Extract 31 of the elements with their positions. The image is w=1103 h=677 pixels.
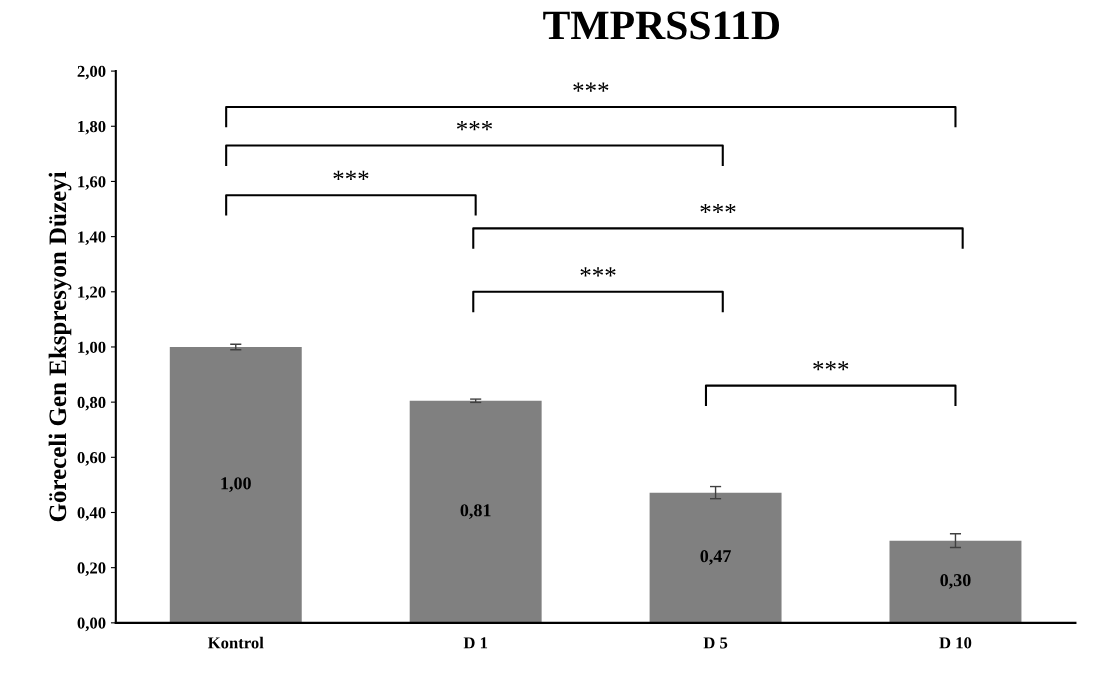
- data-label: 1,00: [221, 477, 251, 493]
- annotation: ***: [456, 121, 493, 131]
- y-tick-label: 0,80: [77, 396, 106, 411]
- x-tick-label: D 5: [703, 637, 728, 649]
- bar: [649, 492, 782, 623]
- y-tick-label: 1,00: [78, 341, 106, 356]
- y-axis-title: Göreceli Gen Ekspresyon Düzeyi: [48, 171, 72, 522]
- y-tick-label: 0,40: [77, 507, 106, 521]
- data-label: 0,81: [460, 504, 491, 519]
- y-tick-label: 1,40: [78, 231, 106, 245]
- data-label: 0,47: [700, 550, 731, 565]
- y-tick-label: 2,00: [77, 65, 106, 80]
- annotation: ***: [580, 267, 616, 277]
- x-tick-label: D 1: [463, 637, 488, 649]
- bar: [169, 346, 302, 623]
- annotation: ***: [813, 361, 849, 371]
- y-tick-label: 1,60: [78, 176, 106, 190]
- annotation: ***: [573, 82, 609, 92]
- y-tick-label: 1,20: [78, 286, 106, 301]
- chart-title: TMPRSS11D: [543, 11, 779, 40]
- data-label: 0,30: [940, 574, 971, 589]
- y-tick-label: 0,20: [77, 562, 106, 577]
- annotation: ***: [333, 170, 369, 180]
- bar: [889, 540, 1022, 623]
- y-tick-label: 0,60: [77, 452, 106, 466]
- x-tick-label: D 10: [939, 637, 972, 649]
- y-tick-label: 1,80: [78, 120, 106, 135]
- x-tick-label: Kontrol: [207, 636, 264, 649]
- annotation: ***: [700, 203, 736, 214]
- y-tick-label: 0,00: [77, 617, 106, 632]
- bar: [409, 400, 542, 623]
